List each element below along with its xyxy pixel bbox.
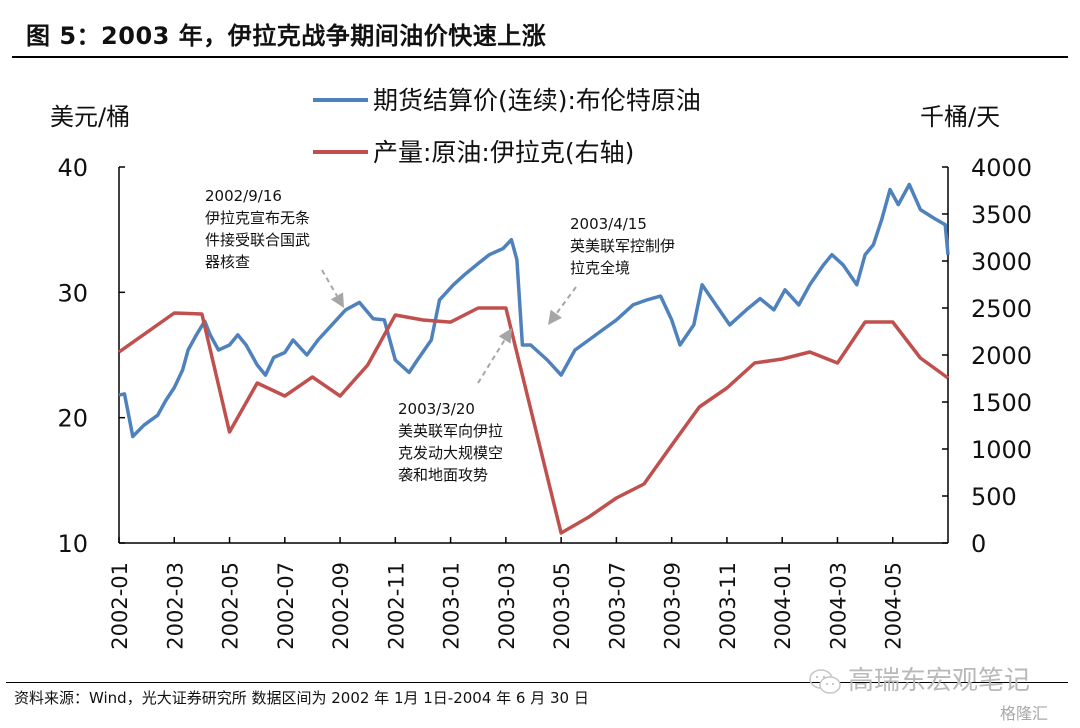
x-tick-label: 2002-01 — [108, 562, 132, 650]
left-tick-label: 10 — [57, 530, 88, 558]
title-rule — [12, 56, 1068, 58]
watermark-text: 高瑞东宏观笔记 — [848, 666, 1031, 696]
left-tick-label: 20 — [57, 405, 88, 433]
left-axis-unit: 美元/桶 — [50, 103, 130, 131]
annotation-text: 件接受联合国武 — [205, 231, 310, 249]
annotation-arrow-line — [321, 269, 338, 297]
x-tick-label: 2004-03 — [826, 562, 850, 650]
wechat-icon — [809, 668, 841, 694]
legend-label-brent: 期货结算价(连续):布伦特原油 — [373, 86, 701, 115]
legend: 期货结算价(连续):布伦特原油 产量:原油:伊拉克(右轴) — [313, 86, 701, 167]
chart: 10 20 30 40 0 500 1000 1500 2000 2500 3000 3500 4000… — [50, 86, 1032, 650]
right-tick-label: 0 — [971, 530, 986, 558]
annotation-arrow-line — [555, 286, 577, 315]
x-tick-label: 2003-01 — [440, 562, 464, 650]
left-tick-label: 30 — [57, 279, 88, 307]
annotation-text: 2003/4/15 — [570, 215, 647, 233]
x-tick-label: 2003-07 — [605, 562, 629, 650]
right-tick-label: 3000 — [971, 248, 1032, 276]
figure-title: 图 5：2003 年，伊拉克战争期间油价快速上涨 — [26, 22, 547, 50]
watermark: 高瑞东宏观笔记 — [808, 660, 1030, 697]
annotation-text: 美英联军向伊拉 — [398, 422, 503, 440]
axes: 10 20 30 40 0 500 1000 1500 2000 2500 3000 3500 4000… — [57, 154, 1032, 650]
right-axis-unit: 千桶/天 — [920, 103, 1000, 131]
x-tick-label: 2003-09 — [661, 562, 685, 650]
x-tick-label: 2003-11 — [716, 562, 740, 650]
watermark-gelonghui: 格隆汇 — [1000, 704, 1049, 723]
annotation-text: 袭和地面攻势 — [398, 466, 488, 484]
source-note: 资料来源：Wind，光大证券研究所 数据区间为 2002 年 1月 1日-200… — [14, 689, 589, 707]
annotation-text: 2002/9/16 — [205, 187, 282, 205]
right-tick-label: 1000 — [971, 436, 1032, 464]
source-rule — [6, 682, 1068, 683]
x-tick-label: 2003-05 — [550, 562, 574, 650]
x-tick-label: 2002-05 — [219, 562, 243, 650]
annotation-arrow-head — [498, 328, 512, 344]
annotation-arrow-line — [477, 339, 506, 384]
right-tick-label: 2000 — [971, 342, 1032, 370]
annotation-arrow-head — [330, 292, 344, 308]
series-line-iraq — [117, 306, 950, 535]
annotation-arrow-head — [548, 309, 562, 325]
right-tick-label: 3500 — [971, 201, 1032, 229]
right-tick-label: 2500 — [971, 295, 1032, 323]
right-tick-label: 500 — [971, 483, 1017, 511]
x-tick-label: 2004-01 — [771, 562, 795, 650]
annotation-text: 伊拉克宣布无条 — [205, 209, 310, 227]
x-tick-label: 2002-11 — [384, 562, 408, 650]
right-tick-label: 1500 — [971, 389, 1032, 417]
legend-label-iraq: 产量:原油:伊拉克(右轴) — [373, 138, 634, 167]
annotation-text: 2003/3/20 — [398, 400, 475, 418]
x-tick-label: 2002-07 — [274, 562, 298, 650]
x-tick-label: 2002-03 — [163, 562, 187, 650]
x-tick-label: 2004-05 — [882, 562, 906, 650]
annotation-text: 拉克全境 — [570, 259, 630, 277]
series-line-brent — [118, 182, 950, 439]
right-tick-label: 4000 — [971, 154, 1032, 182]
x-tick-label: 2002-09 — [329, 562, 353, 650]
annotation-text: 器核查 — [205, 253, 250, 271]
left-tick-label: 40 — [57, 154, 88, 182]
annotation-text: 英美联军控制伊 — [570, 237, 675, 255]
annotation-text: 克发动大规模空 — [398, 444, 503, 462]
series-layer — [117, 182, 950, 535]
x-tick-label: 2003-03 — [495, 562, 519, 650]
